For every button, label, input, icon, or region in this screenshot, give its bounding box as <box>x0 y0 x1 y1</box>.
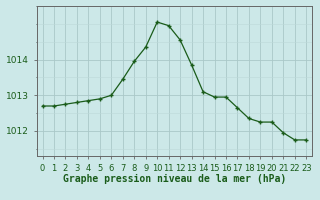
X-axis label: Graphe pression niveau de la mer (hPa): Graphe pression niveau de la mer (hPa) <box>63 174 286 184</box>
